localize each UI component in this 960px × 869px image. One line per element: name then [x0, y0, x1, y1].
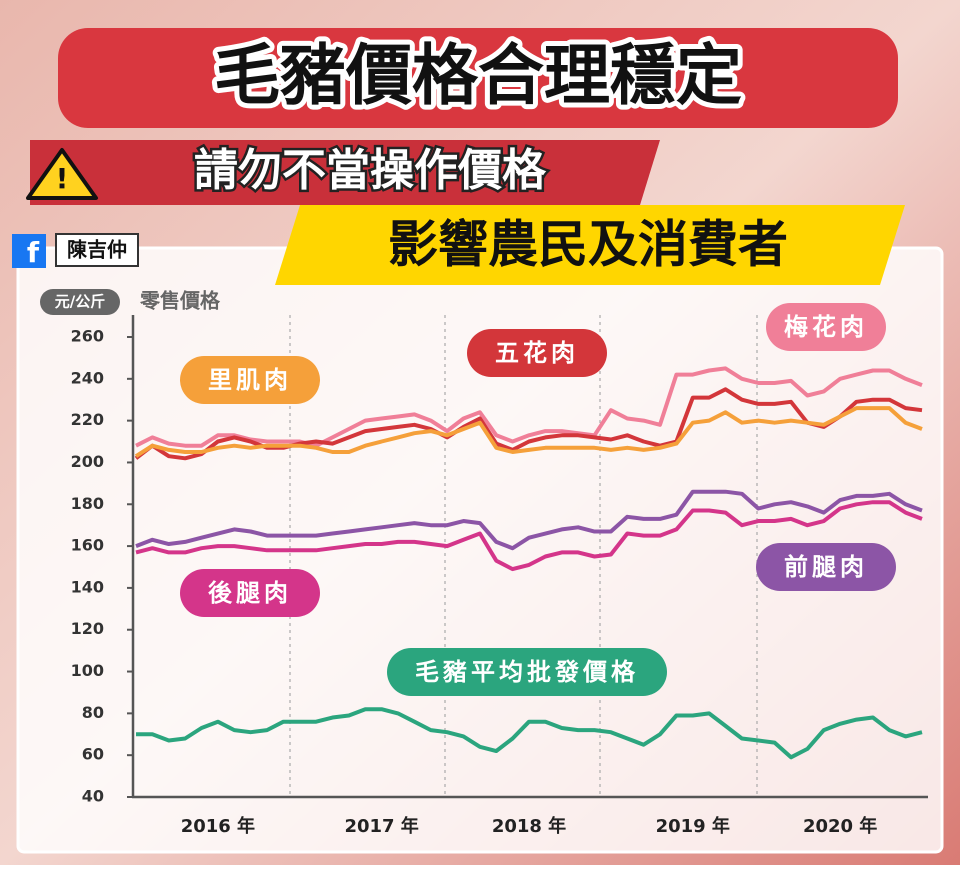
- y-tick-label: 60: [82, 745, 104, 764]
- y-tick-label: 80: [82, 703, 104, 722]
- warning-mark: !: [56, 162, 69, 195]
- legend-label: 後腿肉: [208, 579, 292, 607]
- x-tick-label: 2019 年: [656, 815, 730, 837]
- y-tick-label: 40: [82, 787, 104, 806]
- banner: 影響農民及消費者: [388, 216, 788, 274]
- series-line: [136, 707, 923, 760]
- legend-pill: [180, 356, 320, 404]
- subtitle: 請勿不當操作價格: [194, 145, 547, 196]
- warning-icon: [26, 148, 98, 200]
- y-tick-label: 100: [71, 661, 104, 680]
- y-label: 零售價格: [139, 289, 221, 313]
- x-tick-label: 2017 年: [344, 815, 418, 837]
- author-box: [55, 233, 139, 267]
- subtitle-bg: [30, 140, 660, 205]
- y-tick-label: 260: [71, 327, 104, 346]
- legend-pill: [387, 648, 667, 696]
- legend-label: 五花肉: [495, 339, 579, 367]
- y-unit-bg: [40, 289, 120, 315]
- x-tick-label: 2016 年: [181, 815, 255, 837]
- legend-label: 前腿肉: [784, 553, 868, 581]
- y-tick-label: 160: [71, 536, 104, 555]
- legend-label: 里肌肉: [208, 366, 292, 394]
- series-line: [135, 489, 923, 551]
- series-line: [135, 500, 923, 572]
- y-unit: 元/公斤: [55, 293, 105, 311]
- legend-label: 毛豬平均批發價格: [415, 658, 639, 686]
- legend-pill: [467, 329, 607, 377]
- series-line: [134, 387, 923, 461]
- legend-pill: [766, 303, 886, 351]
- title: 毛豬價格合理穩定: [214, 37, 742, 114]
- series-line: [134, 406, 923, 458]
- legend-pill: [180, 569, 320, 617]
- x-tick-label: 2018 年: [492, 815, 566, 837]
- y-tick-label: 120: [71, 619, 104, 638]
- y-tick-label: 140: [71, 577, 104, 596]
- author: 陳吉仲: [67, 238, 127, 262]
- y-tick-label: 220: [71, 410, 104, 429]
- title-bg: [58, 28, 898, 128]
- series-line: [135, 366, 923, 448]
- legend-label: 梅花肉: [784, 313, 868, 341]
- facebook-f: f: [27, 236, 40, 269]
- banner-bg: [275, 205, 905, 285]
- facebook-icon: [12, 234, 46, 268]
- y-tick-label: 180: [71, 494, 104, 513]
- legend-pill: [756, 543, 896, 591]
- x-tick-label: 2020 年: [803, 815, 877, 837]
- y-tick-label: 240: [71, 368, 104, 387]
- y-tick-label: 200: [71, 452, 104, 471]
